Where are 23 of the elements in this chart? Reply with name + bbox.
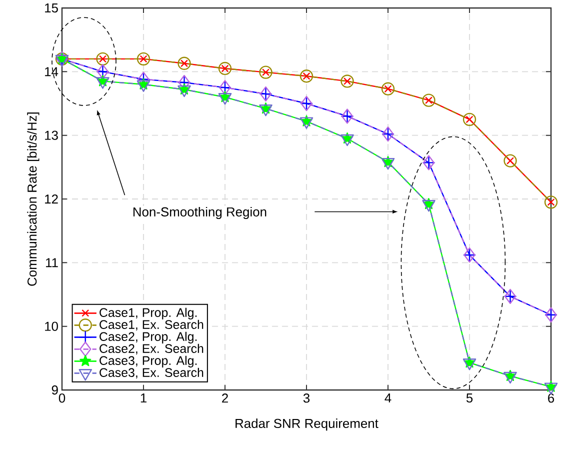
- y-tick-label: 10: [45, 322, 58, 331]
- annotation: Non-Smoothing Region: [133, 206, 266, 220]
- y-tick-label: 14: [45, 67, 58, 76]
- x-tick-label: 4: [384, 394, 392, 402]
- legend-label: Case2, Ex. Search: [100, 344, 204, 354]
- x-tick-label: 5: [466, 394, 473, 403]
- y-tick-label: 15: [45, 3, 58, 13]
- legend-label: Case1, Ex. Search: [100, 320, 204, 330]
- x-tick-label: 3: [303, 394, 310, 403]
- legend-label: Case3, Ex. Search: [100, 368, 204, 378]
- x-tick-label: 1: [140, 394, 146, 402]
- legend-label: Case2, Prop. Alg.: [100, 332, 197, 344]
- y-tick-label: 12: [45, 194, 58, 204]
- x-axis-title: Radar SNR Requirement: [236, 418, 378, 431]
- x-tick-label: 0: [58, 394, 66, 403]
- legend-label: Case3, Prop. Alg.: [100, 356, 197, 368]
- x-tick-label: 2: [222, 394, 228, 403]
- y-tick-label: 13: [45, 130, 58, 140]
- y-tick-label: 9: [52, 385, 58, 395]
- x-tick-label: 6: [548, 394, 554, 403]
- legend-label: Case1, Prop. Alg.: [100, 308, 197, 320]
- y-tick-label: 11: [46, 258, 58, 268]
- y-axis-title: Communication Rate [bit/s/Hz]: [27, 112, 40, 286]
